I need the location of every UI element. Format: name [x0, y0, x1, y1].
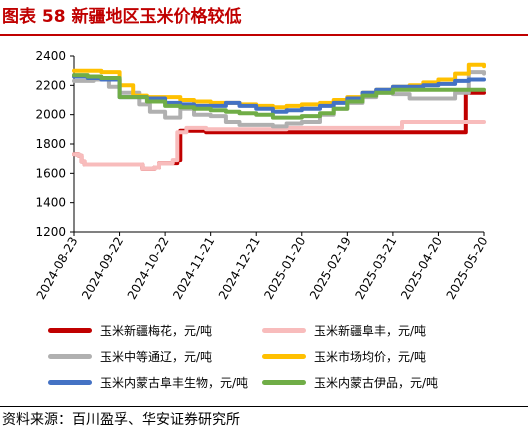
- y-tick-label: 2000: [35, 108, 66, 122]
- x-tick-label: 2024-12-21: [216, 235, 263, 302]
- x-tick-label: 2024-11-21: [170, 235, 217, 302]
- series-line-3: [72, 70, 486, 129]
- x-tick-label: 2024-09-22: [79, 235, 126, 302]
- legend-swatch: [48, 328, 92, 333]
- legend-label: 玉米新疆阜丰，元/吨: [314, 324, 427, 338]
- x-tick-label: 2025-01-20: [261, 235, 308, 302]
- legend-item-2: 玉米新疆阜丰，元/吨: [262, 322, 426, 339]
- legend-label: 玉米中等通辽，元/吨: [100, 350, 213, 364]
- y-tick-label: 1600: [35, 166, 66, 180]
- y-tick-label: 2200: [35, 78, 66, 92]
- y-tick-label: 2400: [35, 49, 66, 63]
- x-tick-label: 2025-03-21: [352, 235, 399, 302]
- legend-swatch: [262, 328, 306, 333]
- legend-item-3: 玉米中等通辽，元/吨: [48, 348, 212, 365]
- series-line-2: [72, 120, 486, 171]
- y-tick-label: 1800: [35, 137, 66, 151]
- legend-label: 玉米内蒙古阜丰生物，元/吨: [100, 376, 249, 390]
- legend-label: 玉米市场均价，元/吨: [314, 350, 427, 364]
- source-note: 资料来源：百川盈孚、华安证券研究所: [2, 412, 240, 428]
- legend-item-4: 玉米市场均价，元/吨: [262, 348, 426, 365]
- series-line-6: [72, 73, 486, 120]
- legend-swatch: [48, 380, 92, 385]
- x-tick-label: 2024-10-22: [125, 235, 172, 302]
- line-chart: 12001400160018002000220024002024-08-2320…: [34, 49, 491, 302]
- y-tick-label: 1200: [35, 225, 66, 239]
- legend-item-5: 玉米内蒙古阜丰生物，元/吨: [48, 374, 248, 391]
- x-tick-label: 2025-05-20: [444, 235, 491, 302]
- title-rule: [0, 34, 528, 36]
- x-tick-label: 2024-08-23: [34, 235, 81, 302]
- y-tick-label: 1400: [35, 196, 66, 210]
- legend-label: 玉米内蒙古伊品，元/吨: [314, 376, 439, 390]
- x-tick-label: 2025-02-19: [307, 235, 354, 302]
- legend-item-1: 玉米新疆梅花，元/吨: [48, 322, 212, 339]
- legend-label: 玉米新疆梅花，元/吨: [100, 324, 213, 338]
- legend-swatch: [48, 354, 92, 359]
- legend-swatch: [262, 354, 306, 359]
- figure-title: 图表 58 新疆地区玉米价格较低: [2, 7, 242, 27]
- x-tick-label: 2025-04-20: [398, 235, 445, 302]
- legend-swatch: [262, 380, 306, 385]
- legend-item-6: 玉米内蒙古伊品，元/吨: [262, 374, 438, 391]
- chart-series: [72, 62, 486, 171]
- source-rule: [0, 406, 528, 407]
